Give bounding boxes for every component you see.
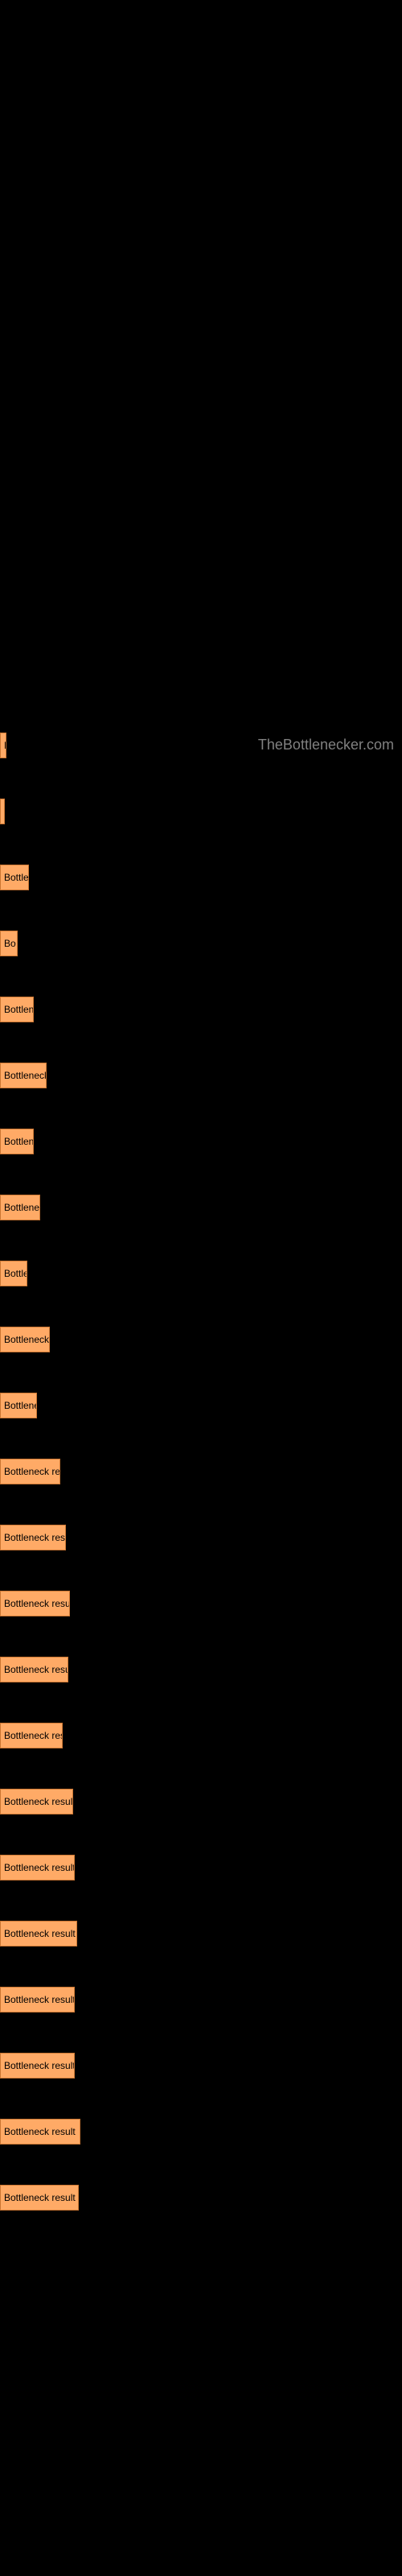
chart-bar: Bottlene [0,1393,37,1418]
bar-row: Bottleneck res [0,1723,402,1748]
chart-bar: Bottlene [0,997,34,1022]
bar-row: Bottleneck r [0,1327,402,1352]
bar-row: Bottlene [0,1393,402,1418]
chart-bar: Bottlene [0,1129,34,1154]
bar-row: Bottleneck [0,1063,402,1088]
bar-row: Bo [0,931,402,956]
bar-row: Bottleneck result [0,1525,402,1550]
bar-row: Bottleneck result [0,1921,402,1946]
chart-bar: Bottleneck result [0,1855,75,1880]
bar-row: Bottleneck result [0,1657,402,1682]
chart-bar: Bottleneck result [0,2119,80,2145]
bar-row: Bottle [0,1261,402,1286]
bar-row: Bottleneck result [0,1789,402,1814]
chart-bar: Bottlenec [0,1195,40,1220]
chart-bar: Bottleneck result [0,1921,77,1946]
bar-row: Bottlene [0,997,402,1022]
bar-chart: B Bottle Bo Bottlene Bottleneck Bottlene Bottl… [0,733,402,2211]
chart-bar: Bottleneck result [0,1789,73,1814]
chart-bar: Bottleneck result [0,1525,66,1550]
bar-row [0,799,402,824]
chart-bar: Bo [0,931,18,956]
chart-bar: Bottle [0,1261,27,1286]
chart-bar: Bottleneck result [0,2053,75,2079]
bar-row: Bottlene [0,1129,402,1154]
chart-bar: Bottleneck result [0,1591,70,1616]
bar-row: Bottleneck result [0,1855,402,1880]
chart-bar [0,799,5,824]
chart-bar: Bottleneck resu [0,1459,60,1484]
chart-bar: Bottleneck result [0,1657,68,1682]
chart-bar: Bottle [0,865,29,890]
chart-bar: Bottleneck result [0,2185,79,2211]
bar-row: Bottle [0,865,402,890]
bar-row: Bottleneck result [0,1591,402,1616]
bar-row: Bottleneck result [0,2185,402,2211]
watermark-text: TheBottlenecker.com [258,737,394,753]
chart-bar: Bottleneck r [0,1327,50,1352]
bar-row: Bottleneck result [0,2119,402,2145]
bar-row: Bottleneck resu [0,1459,402,1484]
chart-bar: Bottleneck [0,1063,47,1088]
chart-bar: Bottleneck result [0,1987,75,2013]
bar-row: Bottleneck result [0,2053,402,2079]
bar-row: Bottlenec [0,1195,402,1220]
chart-bar: B [0,733,6,758]
chart-bar: Bottleneck res [0,1723,63,1748]
bar-row: Bottleneck result [0,1987,402,2013]
